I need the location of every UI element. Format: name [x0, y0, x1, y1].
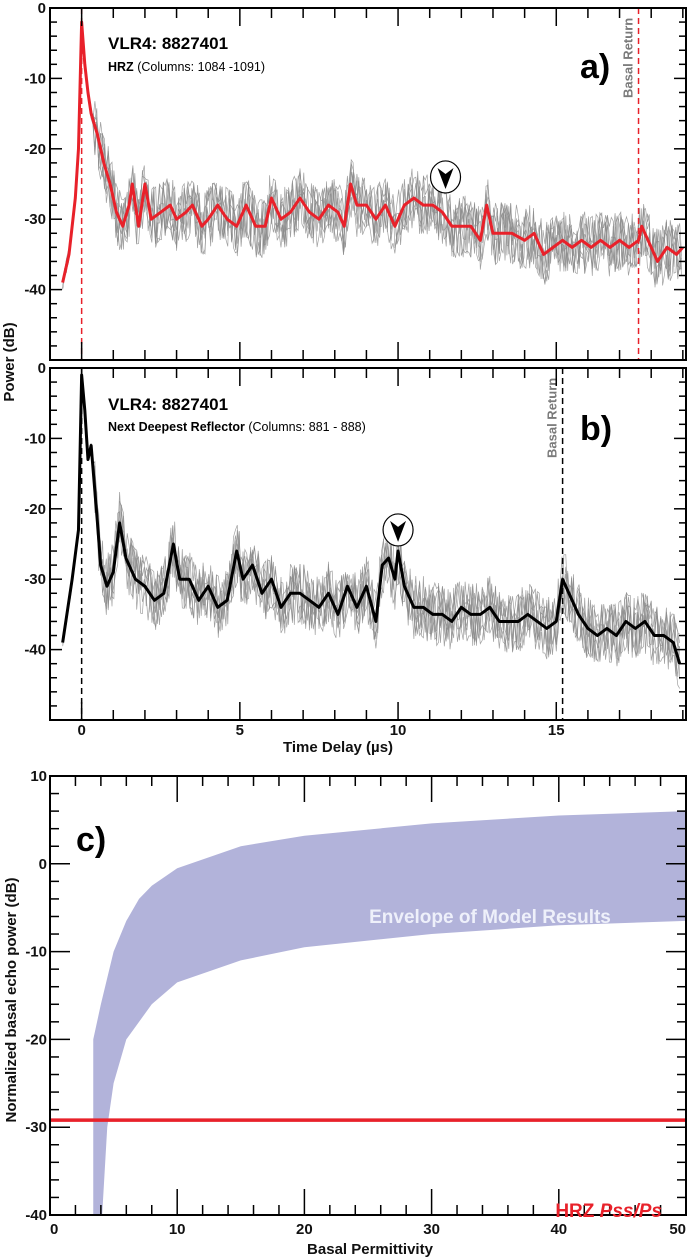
arrow-down-icon [437, 167, 454, 189]
x-tick-label: 20 [296, 1221, 313, 1238]
panel-b-subtitle: Next Deepest Reflector (Columns: 881 - 8… [108, 420, 366, 434]
panel-a-subtitle-text: (Columns: 1084 -1091) [137, 60, 265, 74]
hrz-line-label: HRZ Pss/Ps [555, 1201, 662, 1222]
y-tick-label: -20 [24, 141, 46, 158]
basal-return-label: Basal Return [621, 18, 636, 98]
y-tick-label: -30 [24, 571, 46, 588]
y-tick-label: -20 [24, 501, 46, 518]
x-tick-label: 5 [236, 722, 244, 739]
panel-b: Basal Return 0 -10 -20 -30 -40 0 5 10 15 [24, 360, 687, 739]
panel-c-label: c) [76, 821, 106, 859]
mean-trace [61, 20, 684, 283]
hrz-label-prefix: HRZ [555, 1201, 594, 1222]
x-axis-title-time: Time Delay (µs) [283, 739, 393, 756]
panel-c: 100-10-20-30-400 10 20 30 40 50 [25, 768, 687, 1238]
panel-a-title: VLR4: 8827401 [108, 34, 228, 53]
y-tick-label: -30 [24, 211, 46, 228]
x-tick-label: 50 [669, 1221, 686, 1238]
x-tick-label: 40 [550, 1221, 567, 1238]
y-tick-label: -30 [25, 1119, 47, 1136]
y-tick-label: -20 [25, 1031, 47, 1048]
panel-b-subtitle-bold: Next Deepest Reflector [108, 420, 245, 434]
plot-frame [49, 7, 687, 361]
model-envelope-area [93, 811, 687, 1215]
y-tick-label: 0 [39, 856, 47, 873]
y-tick-label: -40 [24, 642, 46, 659]
panel-b-title: VLR4: 8827401 [108, 395, 228, 414]
individual-trace [62, 381, 680, 675]
y-tick-label: -10 [24, 70, 46, 87]
x-tick-label: 10 [390, 722, 407, 739]
y-tick-label: 10 [30, 768, 47, 785]
individual-trace [62, 368, 680, 677]
x-tick-label: 10 [169, 1221, 186, 1238]
mean-trace [61, 373, 682, 665]
x-tick-label: 15 [548, 722, 565, 739]
basal-return-label: Basal Return [545, 378, 560, 458]
x-tick-label: 30 [423, 1221, 440, 1238]
y-tick-label: -10 [25, 944, 47, 961]
x-tick-label: 0 [50, 1221, 58, 1238]
x-axis-title-permittivity: Basal Permittivity [307, 1241, 434, 1258]
plot-frame [49, 367, 687, 721]
y-tick-label: 0 [38, 0, 46, 17]
panel-b-label: b) [580, 410, 612, 448]
hrz-label-ratio: Pss/Ps [600, 1201, 662, 1222]
plot-frame [49, 775, 687, 1216]
x-tick-label: 0 [77, 722, 85, 739]
panel-a-subtitle: HRZ (Columns: 1084 -1091) [108, 60, 265, 74]
y-axis-title-power: Power (dB) [1, 322, 18, 401]
panel-b-subtitle-text: (Columns: 881 - 888) [248, 420, 365, 434]
y-tick-label: -10 [24, 430, 46, 447]
y-tick-label: 0 [38, 360, 46, 377]
panel-a-label: a) [580, 48, 610, 86]
panel-a-subtitle-bold: HRZ [108, 60, 134, 74]
arrow-down-icon [390, 520, 407, 542]
y-tick-label: -40 [24, 282, 46, 299]
y-tick-label: -40 [25, 1207, 47, 1224]
y-axis-title-echo-power: Normalized basal echo power (dB) [3, 877, 20, 1122]
envelope-label: Envelope of Model Results [369, 907, 611, 928]
panel-a: Basal Return 0 -10 -20 -30 -40 [24, 0, 687, 361]
